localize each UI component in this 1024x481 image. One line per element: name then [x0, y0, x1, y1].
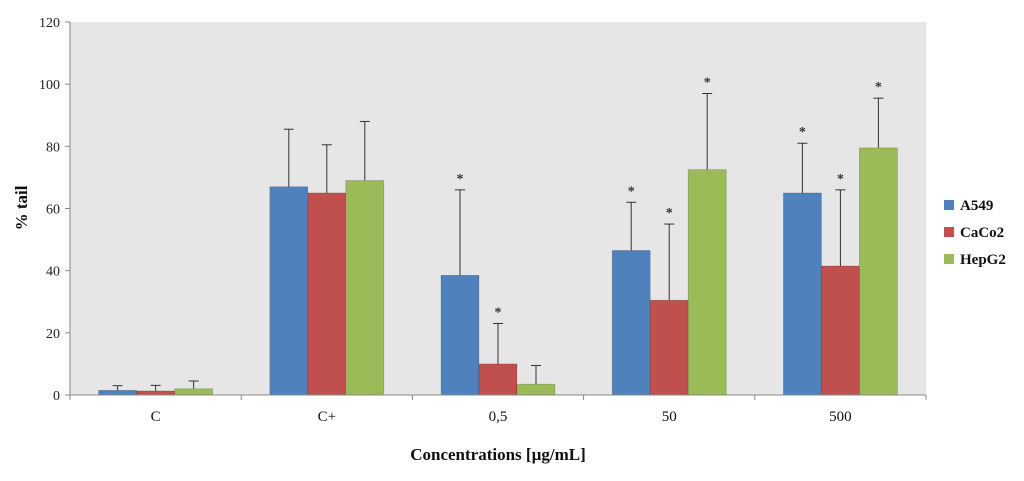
- significance-marker: *: [666, 206, 673, 221]
- y-axis-title: % tail: [12, 185, 31, 230]
- bar-caco2: [649, 299, 689, 396]
- bar-caco2: [307, 192, 347, 396]
- bar-hepg2: [687, 169, 727, 396]
- x-tick-label: 0,5: [489, 409, 508, 425]
- y-tick-label: 0: [53, 389, 60, 404]
- y-tick-label: 120: [39, 16, 60, 31]
- significance-marker: *: [799, 125, 806, 140]
- bar-hepg2: [516, 383, 556, 396]
- bar-a549: [269, 186, 309, 396]
- bar-a549: [611, 250, 651, 396]
- significance-marker: *: [837, 172, 844, 187]
- x-tick-label: 50: [662, 409, 677, 425]
- bar-a549: [98, 390, 137, 396]
- legend-swatch: [944, 254, 954, 264]
- bar-a549: [783, 192, 822, 396]
- bar-caco2: [478, 363, 518, 396]
- y-tick-label: 40: [46, 265, 60, 280]
- significance-marker: *: [457, 172, 464, 187]
- y-tick-label: 80: [46, 140, 60, 155]
- x-tick-label: C: [151, 409, 161, 425]
- x-tick-label: 500: [829, 409, 852, 425]
- y-axis: 0 20 40 60 80 100 120: [39, 16, 71, 404]
- bar-a549: [440, 275, 480, 396]
- significance-marker: *: [704, 75, 711, 90]
- bar-hepg2: [345, 180, 385, 396]
- bars: * * * * * * * *: [98, 75, 898, 396]
- significance-marker: *: [495, 306, 502, 321]
- legend-label: HepG2: [960, 252, 1006, 268]
- y-tick-label: 100: [39, 78, 60, 93]
- x-tick-label: C+: [318, 409, 336, 425]
- significance-marker: *: [875, 80, 882, 95]
- legend-label: A549: [960, 198, 993, 214]
- bar-caco2: [821, 265, 860, 396]
- legend-swatch: [944, 200, 954, 210]
- legend: A549 CaCo2 HepG2: [944, 198, 1006, 268]
- y-tick-label: 20: [46, 327, 60, 342]
- x-axis-title: Concentrations [µg/mL]: [410, 445, 586, 464]
- bar-hepg2: [174, 388, 213, 396]
- x-axis: C C+ 0,5 50 500: [69, 394, 927, 425]
- bar-hepg2: [859, 147, 898, 396]
- legend-swatch: [944, 227, 954, 237]
- y-tick-label: 60: [46, 203, 60, 218]
- significance-marker: *: [628, 184, 635, 199]
- bar-caco2: [136, 390, 175, 396]
- legend-label: CaCo2: [960, 225, 1004, 241]
